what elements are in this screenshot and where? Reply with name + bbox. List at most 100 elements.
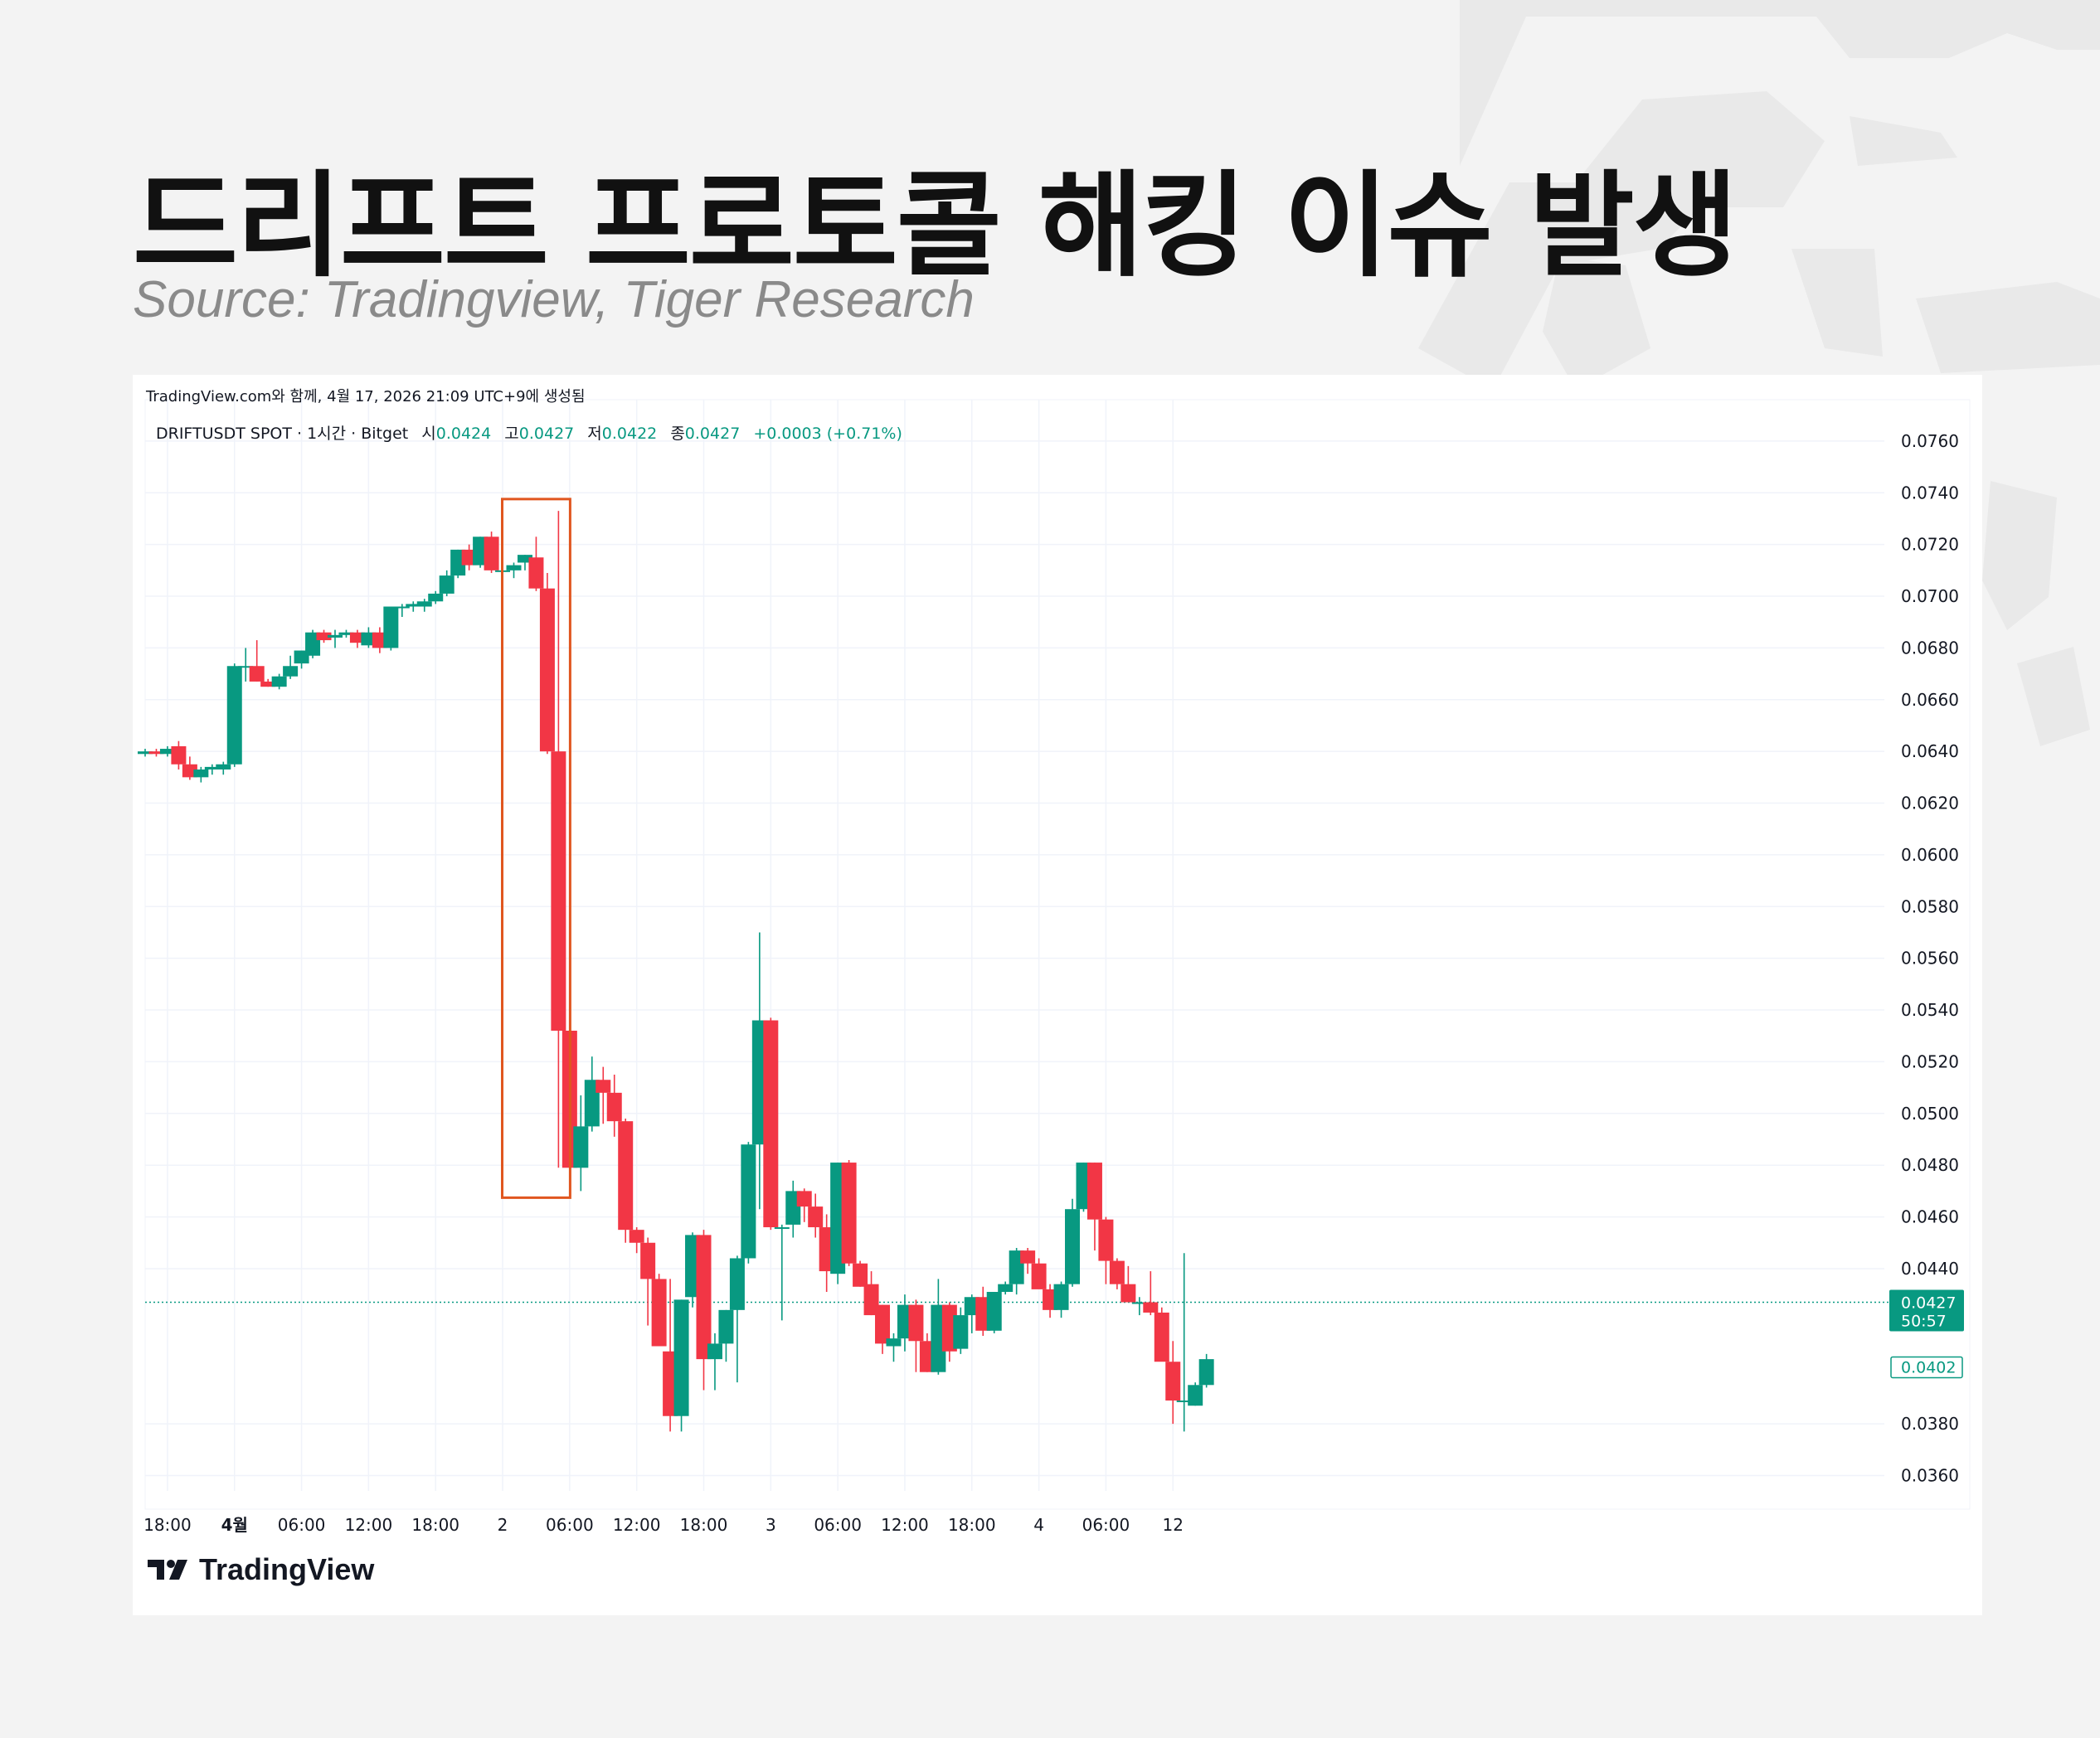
y-tick-label: 0.0500 [1901, 1104, 1959, 1124]
x-tick-label: 06:00 [546, 1515, 594, 1535]
candle-down [1120, 1284, 1136, 1303]
y-tick-label: 0.0600 [1901, 845, 1959, 865]
y-tick-label: 0.0680 [1901, 638, 1959, 658]
candle-up [204, 766, 220, 769]
candle-down [808, 1206, 824, 1228]
y-tick-label: 0.0360 [1901, 1465, 1959, 1485]
marker-price-label: 0.0402 [1901, 1358, 1956, 1376]
candle-down [171, 745, 187, 765]
legend-close-value: 0.0427 [684, 425, 741, 443]
candle-up [216, 764, 231, 769]
tradingview-brand-name: TradingView [199, 1552, 375, 1586]
candle-up [428, 593, 444, 602]
candle-up [1053, 1284, 1069, 1310]
candle-up [1065, 1209, 1081, 1284]
y-tick-label: 0.0760 [1901, 431, 1959, 451]
countdown-label: 50:57 [1901, 1312, 1947, 1330]
candle-up [338, 632, 354, 635]
y-tick-label: 0.0640 [1901, 741, 1959, 761]
candle-up [517, 555, 532, 563]
candle-up [718, 1309, 734, 1344]
candle-up [439, 575, 455, 594]
x-tick-label: 12:00 [345, 1515, 393, 1535]
tradingview-logo[interactable]: TradingView [148, 1552, 374, 1587]
y-tick-label: 0.0380 [1901, 1414, 1959, 1434]
candle-down [841, 1163, 857, 1264]
y-tick-label: 0.0440 [1901, 1259, 1959, 1279]
legend-open-label: 시 [421, 425, 436, 443]
last-price-label: 0.0427 [1901, 1294, 1956, 1312]
candle-up [729, 1258, 745, 1310]
y-tick-label: 0.0460 [1901, 1207, 1959, 1227]
candle-up [406, 604, 421, 607]
candle-down [908, 1304, 924, 1342]
candle-up [193, 769, 209, 778]
candle-up [159, 749, 175, 755]
y-tick-label: 0.0700 [1901, 586, 1959, 606]
candle-down [640, 1242, 656, 1279]
x-tick-label: 18:00 [143, 1515, 192, 1535]
y-tick-label: 0.0580 [1901, 896, 1959, 916]
candle-down [551, 751, 566, 1032]
candle-up [394, 606, 410, 609]
candle-down [763, 1020, 779, 1228]
y-tick-label: 0.0560 [1901, 949, 1959, 969]
x-tick-label: 4월 [221, 1515, 248, 1535]
x-tick-label: 06:00 [1082, 1515, 1130, 1535]
candle-down [595, 1080, 611, 1093]
candle-up [1188, 1385, 1203, 1406]
candle-up [986, 1292, 1002, 1331]
candle-down [148, 751, 164, 755]
x-tick-label: 18:00 [948, 1515, 996, 1535]
chart-panel: 0.0760 0.0740 0.0720 0.0700 0.0680 0.0660 0.06… [133, 375, 1982, 1615]
candle-down [629, 1230, 644, 1243]
x-tick-label: 06:00 [278, 1515, 326, 1535]
candle-down [1031, 1263, 1047, 1289]
y-tick-label: 0.0480 [1901, 1155, 1959, 1175]
candle-down [539, 588, 555, 752]
legend-high-value: 0.0427 [518, 425, 575, 443]
x-tick-label: 4 [1033, 1515, 1044, 1535]
candle-up [886, 1338, 902, 1347]
candle-down [1020, 1250, 1036, 1264]
candle-up [1176, 1401, 1192, 1403]
legend-symbol[interactable]: DRIFTUSDT SPOT · 1시간 · Bitget [156, 425, 409, 443]
hack-highlight-box [501, 498, 571, 1199]
candle-down [1165, 1362, 1181, 1401]
candle-up [416, 601, 432, 607]
symbol-legend: DRIFTUSDT SPOT · 1시간 · Bitget 시0.0424 고0… [156, 421, 902, 444]
candle-up [707, 1343, 722, 1360]
x-tick-label: 3 [766, 1515, 776, 1535]
candle-down [875, 1304, 891, 1344]
x-tick-label: 18:00 [680, 1515, 728, 1535]
y-tick-label: 0.0620 [1901, 794, 1959, 813]
legend-low-label: 저 [587, 425, 602, 443]
candle-up [1198, 1359, 1214, 1386]
candle-up [238, 666, 254, 668]
candle-down [606, 1092, 622, 1122]
candle-down [316, 632, 332, 641]
candle-up [573, 1126, 589, 1168]
y-tick-label: 0.0740 [1901, 483, 1959, 502]
candle-up [506, 565, 522, 570]
y-tick-label: 0.0540 [1901, 1000, 1959, 1020]
x-tick-label: 2 [498, 1515, 508, 1535]
candle-up [271, 676, 287, 687]
y-tick-label: 0.0660 [1901, 690, 1959, 710]
candle-down [528, 557, 544, 589]
candle-down [1109, 1260, 1125, 1284]
candle-up [673, 1299, 689, 1416]
candlestick-chart[interactable]: 0.0760 0.0740 0.0720 0.0700 0.0680 0.0660 0.06… [133, 375, 1982, 1615]
legend-open-value: 0.0424 [435, 425, 492, 443]
candle-down [618, 1121, 634, 1231]
x-tick-label: 12:00 [613, 1515, 661, 1535]
x-tick-label: 18:00 [411, 1515, 459, 1535]
source-caption: Source: Tradingview, Tiger Research [133, 271, 975, 328]
candle-down [796, 1191, 812, 1207]
candle-up [383, 606, 399, 648]
candle-up [327, 634, 343, 638]
candle-down [260, 681, 276, 687]
page-title: 드리프트 프로토콜 해킹 이슈 발생 [133, 159, 1738, 293]
candle-up [774, 1227, 790, 1230]
